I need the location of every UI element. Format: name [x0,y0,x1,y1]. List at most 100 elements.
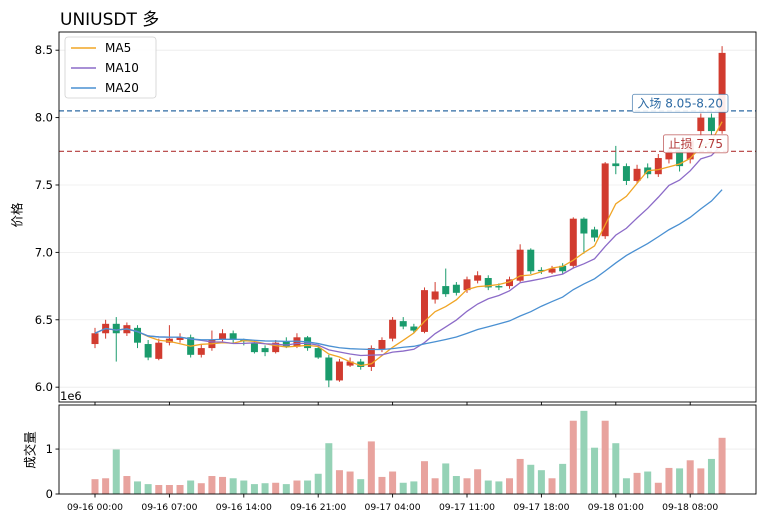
volume-bar [622,478,630,494]
volume-bar [420,461,428,494]
candle-body [484,277,492,288]
volume-bar [431,478,439,494]
candle-body [633,168,641,181]
volume-bar [91,479,99,494]
candle-body [506,279,514,287]
candle-body [548,268,556,273]
volume-offset-label: 1e6 [60,389,82,403]
volume-bar [601,420,609,494]
price-tick-label: 6.0 [35,380,53,394]
volume-bar [102,478,110,494]
candle-body [346,361,354,366]
candle-body [335,361,343,381]
chart-title: UNIUSDT 多 [60,10,159,30]
legend-label-ma20: MA20 [105,81,139,95]
candle-body [229,333,237,340]
time-tick-label: 09-16 14:00 [216,502,272,513]
volume-bar [335,470,343,494]
volume-bar [346,471,354,494]
candle-body [144,344,152,358]
volume-bar [112,449,120,494]
candle-body [718,52,726,132]
volume-bar [293,480,301,494]
time-tick-label: 09-18 01:00 [588,502,644,513]
candle-body [389,319,397,339]
ma-line-ma5 [94,121,723,367]
volume-bar [165,485,173,494]
candle-body [474,275,482,281]
candle-body [569,218,577,266]
volume-bar [463,478,471,494]
volume-bar [367,441,375,494]
volume-bar [718,437,726,494]
volume-bar [325,443,333,494]
volume-bar [123,476,131,494]
volume-panel-frame [58,404,757,495]
legend-label-ma5: MA5 [105,41,131,55]
grid-layer [59,49,756,450]
volume-bar [399,482,407,494]
volume-bar [389,471,397,494]
time-tick-label: 09-17 18:00 [513,502,569,513]
candle-body [304,337,312,349]
candle-body [155,342,163,359]
volume-bar [229,478,237,494]
candle-body [91,333,99,345]
volume-bar [240,480,248,494]
volume-bar [261,483,269,494]
volume-bar [378,476,386,494]
volume-bar [187,480,195,494]
candle-body [272,342,280,353]
candle-body [697,117,705,132]
volume-tick-label: 1 [46,442,53,456]
candle-body [495,286,503,288]
volume-bar [272,482,280,494]
candle-body [537,269,545,272]
candle-body [676,149,684,167]
volume-bar [134,481,142,494]
stop-loss-level-label-box [663,134,729,154]
candle-body [250,342,258,353]
volume-bar [697,468,705,494]
volume-bar [633,472,641,494]
volume-bar [250,484,258,494]
volume-bar [707,458,715,494]
price-axis-label: 价格 [10,202,25,228]
price-tick-label: 7.5 [35,178,53,192]
candle-body [293,337,301,347]
candle-body [612,163,620,167]
legend-frame [64,36,157,99]
volume-bar [516,458,524,494]
volume-bar [176,485,184,494]
entry-level-label-box [631,93,729,113]
level-labels: 入场 8.05-8.20 止损 7.75 [631,93,729,154]
volume-bar [665,467,673,494]
candle-body [314,348,322,358]
volume-bar [484,480,492,494]
volume-bar [654,482,662,494]
volume-bar [686,460,694,494]
time-tick-label: 09-17 11:00 [439,502,495,513]
candle-body [707,117,715,132]
candle-body [367,348,375,367]
candle-body [261,348,269,353]
candle-body [134,327,142,343]
volume-bar [506,478,514,494]
price-tick-label: 6.5 [35,313,53,327]
volume-bar [357,479,365,494]
volume-bar [591,447,599,494]
candle-body [591,229,599,238]
volume-bar [676,468,684,494]
volume-bar [548,478,556,494]
candle-body [463,279,471,291]
price-tick-label: 8.5 [35,43,53,57]
volume-bar [569,420,577,494]
candle-body [378,339,386,350]
candle-body [176,337,184,340]
candle-body [527,249,535,272]
candle-body [665,152,673,160]
volume-bar [644,471,652,494]
candle-body [442,286,450,295]
volume-bar [612,443,620,494]
